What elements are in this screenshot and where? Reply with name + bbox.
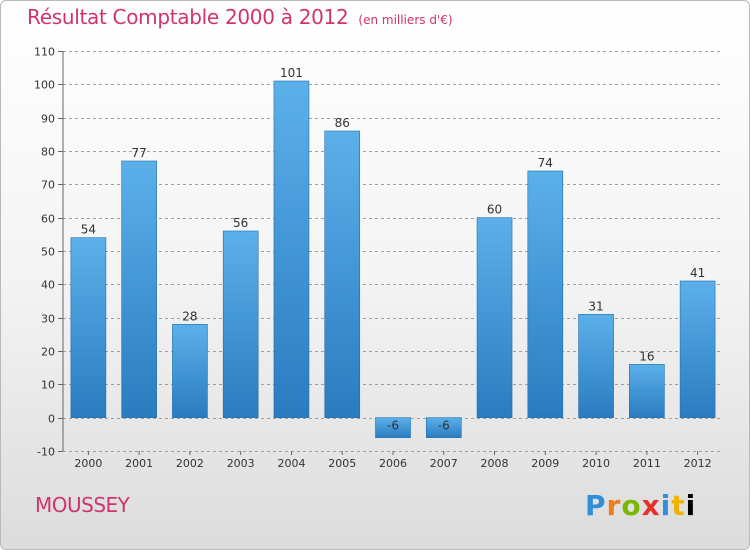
proxiti-logo: Proxiti bbox=[585, 489, 696, 522]
data-label-2006: -6 bbox=[387, 419, 399, 433]
y-tick-label: 10 bbox=[41, 379, 55, 392]
y-tick-label: 0 bbox=[48, 413, 55, 426]
x-tick-label-2000: 2000 bbox=[74, 457, 102, 470]
bar-2010 bbox=[578, 314, 614, 418]
data-label-2011: 16 bbox=[639, 349, 654, 363]
y-tick-label: 100 bbox=[34, 79, 55, 92]
bar-2012 bbox=[679, 280, 716, 418]
y-tick-label: 20 bbox=[41, 346, 55, 359]
data-label-2007: -6 bbox=[438, 419, 450, 433]
y-tick-label: 40 bbox=[41, 279, 55, 292]
logo-letter: P bbox=[585, 489, 607, 522]
x-tick-label-2005: 2005 bbox=[328, 457, 356, 470]
chart-subtitle: (en milliers d'€) bbox=[358, 13, 453, 27]
bars bbox=[70, 80, 716, 438]
data-label-2012: 41 bbox=[690, 266, 705, 280]
x-tick-label-2009: 2009 bbox=[531, 457, 559, 470]
bar-2009 bbox=[527, 170, 564, 418]
logo-letter: r bbox=[606, 489, 622, 522]
y-tick-label: 90 bbox=[41, 113, 55, 126]
town-name: MOUSSEY bbox=[35, 493, 130, 517]
bar-2007 bbox=[425, 417, 462, 438]
y-tick-label: 80 bbox=[41, 146, 55, 159]
data-label-2004: 101 bbox=[280, 66, 303, 80]
logo-letter: i bbox=[660, 489, 672, 522]
y-tick-label: -10 bbox=[37, 446, 55, 459]
data-label-2002: 28 bbox=[182, 309, 197, 323]
logo-letter: t bbox=[671, 489, 686, 522]
data-label-2005: 86 bbox=[335, 116, 350, 130]
bar-2005 bbox=[324, 130, 361, 418]
x-tick-label-2012: 2012 bbox=[684, 457, 712, 470]
x-tick-label-2008: 2008 bbox=[481, 457, 509, 470]
data-label-2010: 31 bbox=[588, 299, 603, 313]
data-labels: 54 77 28 56 101 86 -6 -6 60 74 31 16 41 bbox=[81, 66, 706, 433]
data-label-2009: 74 bbox=[538, 156, 553, 170]
y-tick-label: 60 bbox=[41, 213, 55, 226]
chart-title: Résultat Comptable 2000 à 2012 (en millie… bbox=[27, 5, 453, 29]
x-tick-label-2004: 2004 bbox=[277, 457, 305, 470]
data-label-2001: 77 bbox=[132, 146, 147, 160]
data-label-2003: 56 bbox=[233, 216, 248, 230]
bar-2004 bbox=[273, 80, 310, 418]
data-label-2008: 60 bbox=[487, 203, 502, 217]
logo-letter: o bbox=[621, 489, 642, 522]
logo-letter: x bbox=[641, 489, 661, 522]
data-label-2000: 54 bbox=[81, 223, 96, 237]
bar-2008 bbox=[476, 217, 513, 418]
chart-title-text: Résultat Comptable 2000 à 2012 bbox=[27, 5, 349, 29]
x-axis-ticks: 2000 2001 2002 2003 2004 2005 2006 2007 2008 2009… bbox=[74, 451, 712, 470]
x-tick-label-2003: 2003 bbox=[227, 457, 255, 470]
logo-letter: i bbox=[685, 489, 697, 522]
grid-lines bbox=[63, 51, 723, 452]
y-tick-label: 30 bbox=[41, 313, 55, 326]
y-axis: -10 0 10 20 30 40 50 60 70 80 90 100 110 bbox=[34, 46, 64, 459]
x-tick-label-2010: 2010 bbox=[582, 457, 610, 470]
bar-2006 bbox=[375, 417, 411, 438]
x-tick-label-2007: 2007 bbox=[430, 457, 458, 470]
bar-2011 bbox=[629, 364, 665, 418]
y-tick-label: 50 bbox=[41, 246, 55, 259]
bar-2000 bbox=[70, 237, 107, 418]
x-tick-label-2011: 2011 bbox=[633, 457, 661, 470]
y-tick-label: 110 bbox=[34, 46, 55, 59]
x-tick-label-2006: 2006 bbox=[379, 457, 407, 470]
bar-2002 bbox=[172, 324, 208, 418]
bar-2001 bbox=[121, 160, 157, 418]
y-tick-label: 70 bbox=[41, 179, 55, 192]
bar-2003 bbox=[222, 230, 259, 418]
x-tick-label-2001: 2001 bbox=[125, 457, 153, 470]
x-tick-label-2002: 2002 bbox=[176, 457, 204, 470]
